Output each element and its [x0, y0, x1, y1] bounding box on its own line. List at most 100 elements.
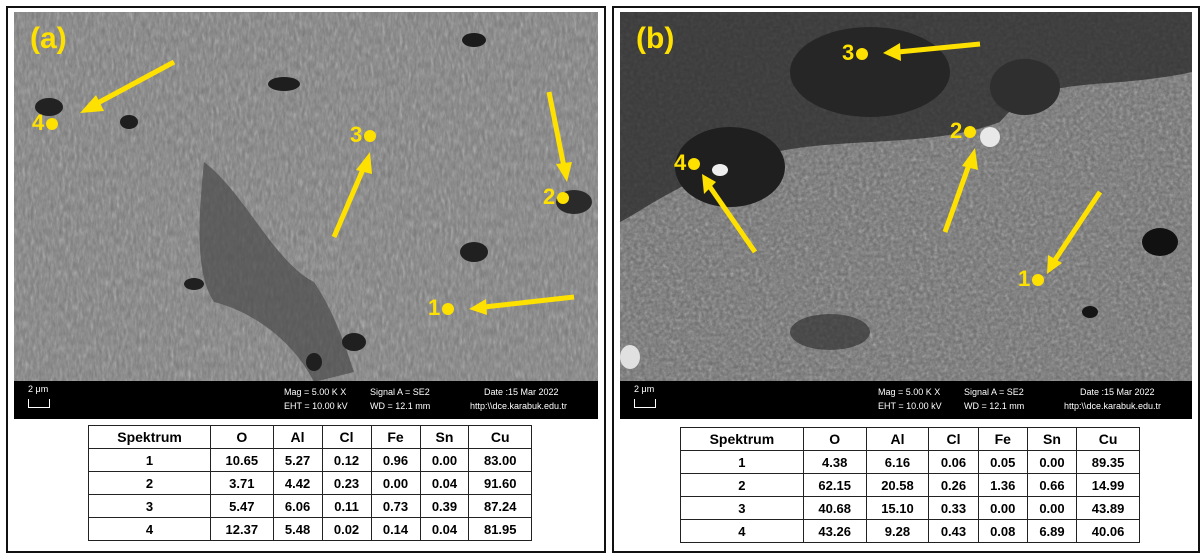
column-header: Spektrum — [680, 427, 804, 451]
table-cell: 0.00 — [977, 496, 1028, 520]
column-header: Al — [865, 427, 930, 451]
signal-readout: Signal A = SE2 — [370, 387, 430, 397]
eds-table-b: Spektrum O Al Cl Fe Sn Cu 1 4.38 6.16 0.… — [680, 427, 1140, 543]
column-header: Cu — [468, 425, 532, 449]
column-header: Cl — [928, 427, 979, 451]
spectrum-marker-1: 1 — [428, 295, 455, 321]
spectrum-marker-4: 4 — [32, 110, 59, 136]
table-cell: 4 — [87, 517, 212, 541]
table-cell: 0.26 — [928, 473, 979, 497]
arrows-b — [702, 41, 1103, 274]
table-cell: 0.96 — [370, 448, 421, 472]
table-cell: 0.04 — [419, 471, 470, 495]
date-readout: Date :15 Mar 2022 — [1080, 387, 1155, 397]
mag-readout: Mag = 5.00 K X — [284, 387, 347, 397]
date-readout: Date :15 Mar 2022 — [484, 387, 559, 397]
column-header: O — [802, 427, 867, 451]
table-cell: 12.37 — [210, 517, 274, 541]
table-cell: 10.65 — [210, 448, 274, 472]
spectrum-marker-4: 4 — [674, 150, 701, 176]
panel-letter-a: (a) — [30, 22, 67, 55]
table-row: 4 12.37 5.48 0.02 0.14 0.04 81.95 — [87, 517, 532, 541]
table-cell: 0.00 — [1026, 496, 1078, 520]
url-readout: http:\\dce.karabuk.edu.tr — [470, 401, 568, 411]
table-cell: 0.06 — [928, 450, 979, 474]
table-cell: 0.14 — [370, 517, 421, 541]
scale-bar — [28, 399, 50, 408]
scale-bar — [634, 399, 656, 408]
table-cell: 81.95 — [468, 517, 532, 541]
table-cell: 40.68 — [802, 496, 867, 520]
table-cell: 0.11 — [321, 494, 372, 518]
table-cell: 0.00 — [370, 471, 421, 495]
table-cell: 0.39 — [419, 494, 470, 518]
table-cell: 1 — [680, 450, 804, 474]
table-cell: 5.27 — [272, 448, 323, 472]
sem-micrograph-a: (a) 4 3 2 1 2 μm Mag = 5.00 K X EHT = 10… — [14, 12, 598, 419]
sem-info-bar-a: 2 μm Mag = 5.00 K X EHT = 10.00 kV Signa… — [14, 381, 598, 419]
figure-panel-b: (b) 3 2 4 1 2 μm Mag = 5.00 K X EHT = 10… — [612, 6, 1200, 553]
figure-panel-a: (a) 4 3 2 1 2 μm Mag = 5.00 K X EHT = 10… — [6, 6, 606, 553]
panel-letter-b: (b) — [636, 22, 675, 55]
column-header: Fe — [977, 427, 1028, 451]
table-cell: 15.10 — [865, 496, 930, 520]
table-cell: 0.02 — [321, 517, 372, 541]
table-cell: 6.06 — [272, 494, 323, 518]
table-cell: 0.23 — [321, 471, 372, 495]
table-cell: 2 — [680, 473, 804, 497]
spectrum-marker-3: 3 — [350, 122, 377, 148]
wd-readout: WD = 12.1 mm — [370, 401, 431, 411]
table-cell: 0.08 — [977, 519, 1028, 543]
column-header: Al — [272, 425, 323, 449]
table-row: 2 3.71 4.42 0.23 0.00 0.04 91.60 — [87, 471, 532, 495]
table-row: 1 4.38 6.16 0.06 0.05 0.00 89.35 — [680, 450, 1140, 474]
spectrum-marker-3: 3 — [842, 40, 869, 66]
table-row: 3 40.68 15.10 0.33 0.00 0.00 43.89 — [680, 496, 1140, 520]
table-cell: 5.48 — [272, 517, 323, 541]
table-cell: 0.73 — [370, 494, 421, 518]
table-row: 2 62.15 20.58 0.26 1.36 0.66 14.99 — [680, 473, 1140, 497]
table-cell: 5.47 — [210, 494, 274, 518]
table-row: 4 43.26 9.28 0.43 0.08 6.89 40.06 — [680, 519, 1140, 543]
eht-readout: EHT = 10.00 kV — [284, 401, 348, 411]
table-cell: 40.06 — [1076, 519, 1140, 543]
wd-readout: WD = 12.1 mm — [964, 401, 1025, 411]
table-cell: 9.28 — [865, 519, 930, 543]
column-header: Fe — [370, 425, 421, 449]
table-cell: 0.33 — [928, 496, 979, 520]
column-header: Cl — [321, 425, 372, 449]
table-cell: 14.99 — [1076, 473, 1140, 497]
micrograph-texture-b — [620, 12, 1192, 419]
micrograph-texture-a — [14, 12, 598, 419]
table-cell: 0.66 — [1026, 473, 1078, 497]
table-cell: 89.35 — [1076, 450, 1140, 474]
eht-readout: EHT = 10.00 kV — [878, 401, 942, 411]
table-row: 1 10.65 5.27 0.12 0.96 0.00 83.00 — [87, 448, 532, 472]
column-header: Sn — [1026, 427, 1078, 451]
table-cell: 0.12 — [321, 448, 372, 472]
table-cell: 20.58 — [865, 473, 930, 497]
table-cell: 0.04 — [419, 517, 470, 541]
table-cell: 3 — [680, 496, 804, 520]
table-cell: 3.71 — [210, 471, 274, 495]
eds-table-a: Spektrum O Al Cl Fe Sn Cu 1 10.65 5.27 0… — [87, 425, 532, 541]
mag-readout: Mag = 5.00 K X — [878, 387, 941, 397]
scale-bar-label: 2 μm — [634, 384, 655, 394]
scale-bar-label: 2 μm — [28, 384, 49, 394]
table-header-row: Spektrum O Al Cl Fe Sn Cu — [680, 427, 1140, 451]
url-readout: http:\\dce.karabuk.edu.tr — [1064, 401, 1162, 411]
table-cell: 3 — [87, 494, 212, 518]
arrows-a — [80, 59, 575, 315]
table-cell: 0.00 — [419, 448, 470, 472]
table-cell: 4 — [680, 519, 804, 543]
table-header-row: Spektrum O Al Cl Fe Sn Cu — [87, 425, 532, 449]
table-cell: 2 — [87, 471, 212, 495]
table-cell: 62.15 — [802, 473, 867, 497]
table-cell: 4.38 — [802, 450, 867, 474]
spectrum-marker-2: 2 — [950, 118, 977, 144]
table-cell: 91.60 — [468, 471, 532, 495]
table-cell: 87.24 — [468, 494, 532, 518]
column-header: O — [210, 425, 274, 449]
table-cell: 0.00 — [1026, 450, 1078, 474]
table-cell: 43.89 — [1076, 496, 1140, 520]
